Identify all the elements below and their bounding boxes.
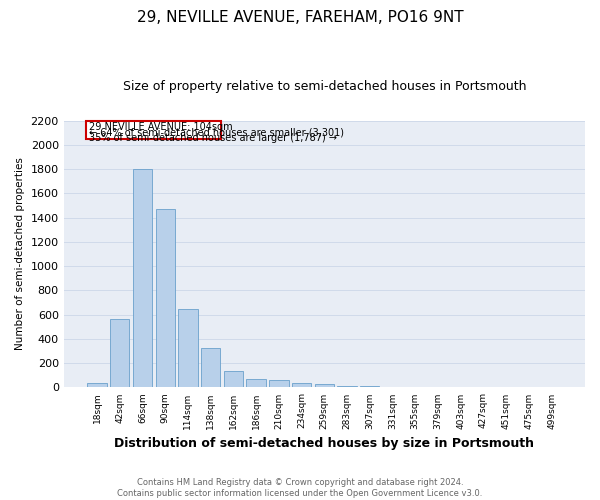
Bar [224,371,243,388]
Bar [178,308,197,388]
X-axis label: Distribution of semi-detached houses by size in Portsmouth: Distribution of semi-detached houses by … [115,437,535,450]
Text: 29 NEVILLE AVENUE: 104sqm: 29 NEVILLE AVENUE: 104sqm [89,122,233,132]
Bar [88,383,107,388]
Text: Contains HM Land Registry data © Crown copyright and database right 2024.
Contai: Contains HM Land Registry data © Crown c… [118,478,482,498]
Bar [314,384,334,388]
Text: 29, NEVILLE AVENUE, FAREHAM, PO16 9NT: 29, NEVILLE AVENUE, FAREHAM, PO16 9NT [137,10,463,25]
Bar [201,348,220,388]
Text: ← 64% of semi-detached houses are smaller (3,301): ← 64% of semi-detached houses are smalle… [89,127,344,137]
Bar [247,379,266,388]
Bar [337,386,357,388]
Bar [133,169,152,388]
Y-axis label: Number of semi-detached properties: Number of semi-detached properties [15,158,25,350]
Bar [269,380,289,388]
Bar [110,320,130,388]
Bar [383,387,402,388]
Bar [155,209,175,388]
Bar [292,383,311,388]
Title: Size of property relative to semi-detached houses in Portsmouth: Size of property relative to semi-detach… [122,80,526,93]
Bar [360,386,379,388]
Text: 35% of semi-detached houses are larger (1,787) →: 35% of semi-detached houses are larger (… [89,132,337,142]
FancyBboxPatch shape [86,120,221,140]
